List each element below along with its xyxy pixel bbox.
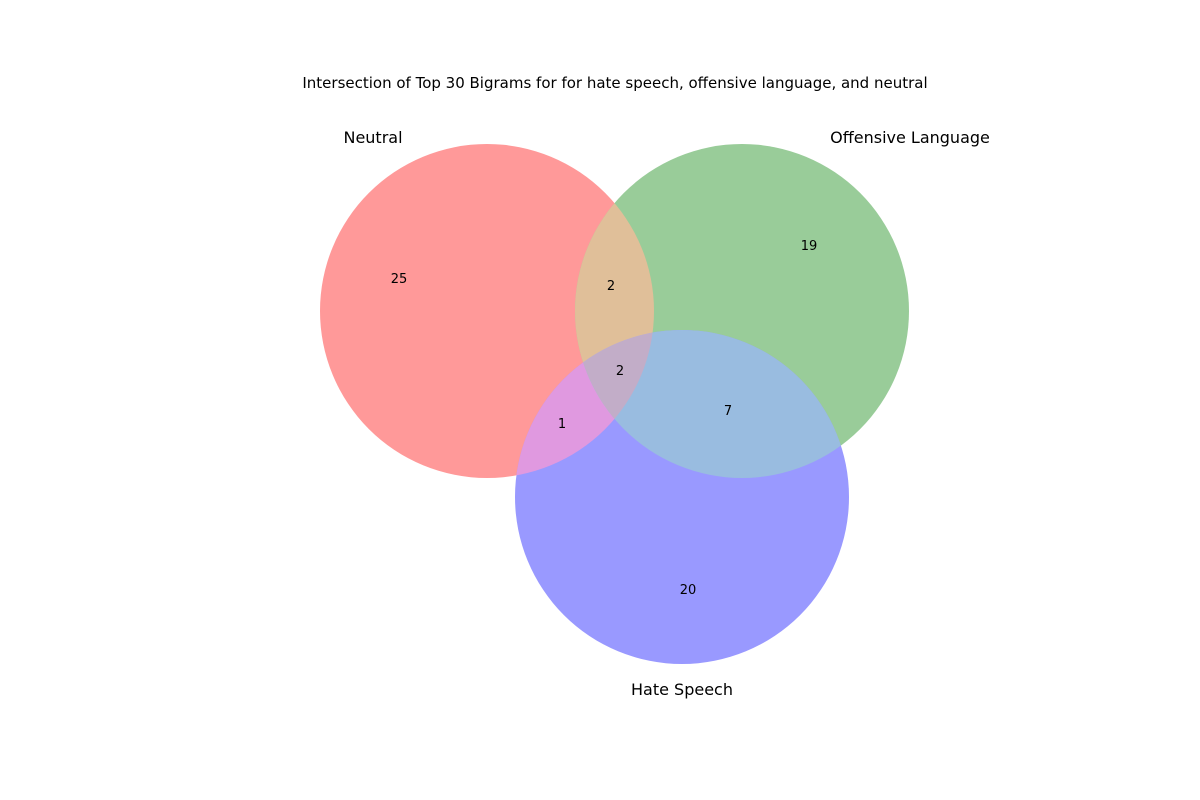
neutral-only-count: 25	[391, 272, 408, 287]
neutral-hate-overlap	[515, 330, 654, 478]
offensive-only-count: 19	[801, 239, 818, 254]
offensive-hate-count: 7	[724, 404, 732, 419]
neutral-hate-count: 1	[558, 417, 566, 432]
neutral-offensive-count: 2	[607, 279, 615, 294]
chart-title: Intersection of Top 30 Bigrams for for h…	[302, 74, 927, 92]
hate-speech-set-label: Hate Speech	[631, 680, 733, 699]
neutral-set-label: Neutral	[343, 128, 402, 147]
offensive-language-set-label: Offensive Language	[830, 128, 990, 147]
all-three-count: 2	[616, 364, 624, 379]
hate-only-count: 20	[680, 583, 697, 598]
